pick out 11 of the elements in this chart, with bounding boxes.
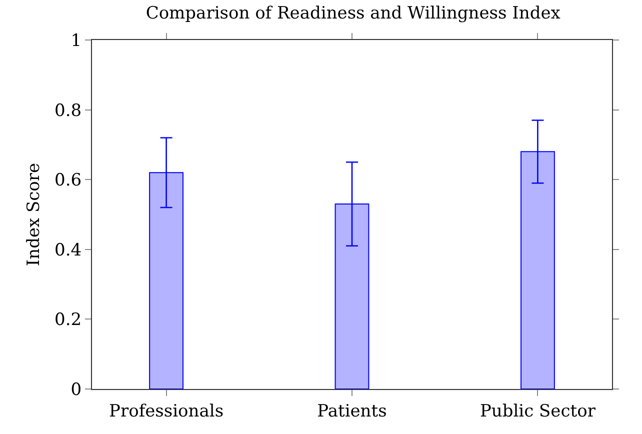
x-tick-label: Public Sector — [480, 401, 596, 422]
y-tick-label: 0 — [70, 380, 82, 400]
y-tick-label: 0.6 — [54, 170, 82, 191]
x-tick-label: Professionals — [109, 401, 224, 422]
y-tick-label: 0.8 — [54, 100, 82, 121]
chart-title: Comparison of Readiness and Willingness Index — [146, 3, 561, 24]
x-tick-label: Patients — [317, 401, 387, 422]
y-tick-label: 0.4 — [54, 240, 82, 260]
y-tick-label: 0.2 — [54, 310, 82, 330]
y-axis-title: Index Score — [24, 162, 44, 266]
y-tick-label: 1 — [70, 30, 82, 51]
